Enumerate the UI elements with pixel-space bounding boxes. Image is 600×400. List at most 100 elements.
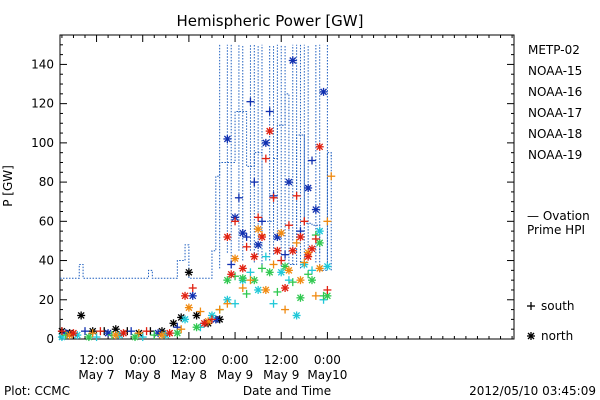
data-point [150,331,159,340]
data-point [231,254,240,263]
star-marker-d2 [254,241,262,249]
data-point [327,172,336,181]
star-marker-d2 [173,329,181,337]
data-point [273,246,282,255]
x-tick-label-time: 0:00 [129,353,156,367]
data-point [323,262,332,271]
star-marker-d2 [527,332,535,340]
data-point [277,229,286,238]
data-point [273,233,282,242]
data-point [323,285,332,294]
data-point [250,252,259,261]
star-marker-d2 [289,247,297,255]
data-point [215,305,224,314]
star-marker-d2 [239,264,247,272]
data-point [281,284,290,293]
data-point [92,333,101,342]
data-point [300,258,309,267]
y-tick-label: 100 [31,136,54,150]
data-point [246,268,255,277]
data-point [292,191,301,200]
data-point [134,329,143,338]
data-point [311,234,320,243]
x-tick-label-date: May 9 [263,368,299,382]
data-point [104,329,113,338]
data-point [192,311,201,320]
legend-entry-metp-02: METP-02 [528,43,580,57]
data-point [238,284,247,293]
plot-frame [59,34,515,340]
data-point [254,225,263,234]
star-marker-d2 [258,233,266,241]
data-point [84,333,93,342]
data-point [277,256,286,265]
data-point [207,315,216,324]
data-point [119,329,128,338]
star-marker-d2 [131,333,139,341]
star-marker-d2 [281,262,289,270]
star-marker-d2 [289,57,297,64]
data-point [323,217,332,226]
data-point [223,134,232,143]
data-point [138,333,147,342]
data-point [261,285,270,294]
data-point [238,274,247,283]
y-axis-label: P [GW] [1,165,15,207]
data-point [181,291,190,300]
legend: METP-02 NOAA-15 NOAA-16 NOAA-17 NOAA-18 NOAA-… [527,43,582,343]
star-marker-d2 [170,319,177,327]
data-point [265,127,274,136]
star-marker-d2 [293,312,301,319]
data-point [288,246,297,255]
star-marker-d2 [181,315,189,323]
star-marker-d2 [304,253,312,261]
data-point [315,238,324,247]
data-point [261,154,270,163]
star-marker-d2 [316,264,324,272]
data-point [315,142,324,151]
star-marker-d2 [223,276,231,284]
star-marker-d2 [185,268,193,276]
star-marker-d2 [200,319,208,327]
star-marker-d2 [285,266,293,274]
star-marker-d2 [316,239,324,247]
data-point [269,299,278,308]
data-point [254,285,263,294]
data-point [142,327,151,336]
data-point [277,268,286,277]
data-point [127,327,136,336]
star-marker-d2 [227,270,235,278]
data-point [308,156,317,165]
chart-title: Hemispheric Power [GW] [177,12,364,30]
star-marker-d2 [223,135,231,143]
data-point [165,329,174,338]
data-point [57,327,66,336]
data-point [223,233,232,242]
x-tick-label-time: 12:00 [172,353,207,367]
data-point [246,97,255,106]
data-point [315,227,324,236]
x-tick-label-time: 0:00 [314,353,341,367]
star-marker-d2 [231,255,239,263]
data-point [234,193,243,202]
star-marker-d2 [85,333,93,341]
series-noaa-18 [65,172,336,340]
data-point [88,329,97,338]
legend-entry-noaa-16: NOAA-16 [528,85,582,99]
data-point [157,331,166,340]
data-point [308,276,317,285]
data-point [81,327,90,336]
data-point [292,311,301,320]
data-point [308,244,317,253]
star-marker-d2 [254,225,262,233]
star-marker-d2 [239,229,247,237]
data-point [257,264,266,273]
data-point [196,307,205,316]
y-tick-label: 40 [39,254,54,268]
data-point [181,315,190,324]
data-point [111,331,120,340]
star-marker-d2 [104,329,112,337]
data-point [231,217,240,226]
data-point [246,276,255,285]
